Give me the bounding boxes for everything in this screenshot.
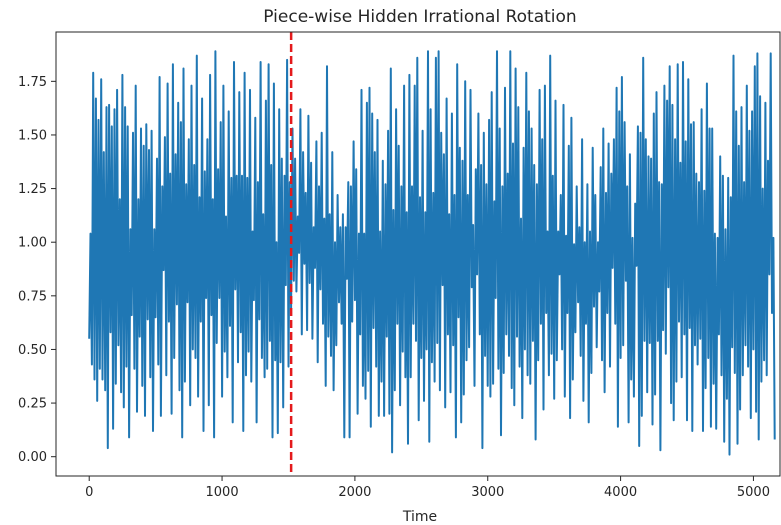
x-tick-label: 5000 — [737, 485, 770, 500]
x-tick-label: 4000 — [604, 485, 637, 500]
axes-frame — [55, 31, 781, 477]
plot-area — [88, 32, 776, 476]
y-tick-label: 1.75 — [18, 75, 47, 90]
x-axis-label: Time — [402, 509, 437, 525]
chart-title: Piece-wise Hidden Irrational Rotation — [263, 7, 576, 27]
x-tick-label: 0 — [85, 485, 93, 500]
y-tick-label: 0.75 — [18, 289, 47, 304]
x-tick-label: 1000 — [206, 485, 239, 500]
y-axis: 0.00 0.25 0.50 0.75 1.00 1.25 1.50 1.75 — [18, 75, 56, 465]
y-tick-label: 1.25 — [18, 182, 47, 197]
y-tick-label: 0.50 — [18, 343, 47, 358]
x-axis: 0 1000 2000 3000 4000 5000 — [85, 476, 770, 500]
y-tick-label: 0.25 — [18, 397, 47, 412]
y-tick-label: 0.00 — [18, 450, 47, 465]
x-tick-label: 3000 — [471, 485, 504, 500]
x-tick-label: 2000 — [338, 485, 371, 500]
series-line-0 — [88, 50, 776, 456]
y-tick-label: 1.50 — [18, 128, 47, 143]
y-tick-label: 1.00 — [18, 236, 47, 251]
